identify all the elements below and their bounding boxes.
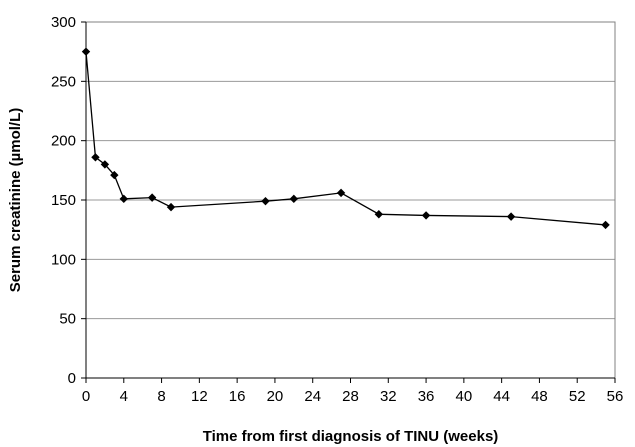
x-axis-title: Time from first diagnosis of TINU (weeks…: [203, 428, 499, 445]
x-tick-label: 56: [607, 388, 624, 405]
y-tick-label: 250: [51, 73, 76, 90]
x-tick-label: 4: [120, 388, 128, 405]
y-axis-title: Serum creatinine (µmol/L): [7, 108, 24, 293]
x-tick-label: 16: [229, 388, 246, 405]
y-tick-label: 300: [51, 14, 76, 31]
axes: [81, 21, 616, 383]
x-tick-label: 40: [456, 388, 473, 405]
data-point-marker: [100, 160, 110, 169]
x-tick-label: 20: [267, 388, 284, 405]
y-tick-label: 50: [59, 311, 76, 328]
data-series: [81, 47, 610, 230]
x-tick-label: 28: [342, 388, 359, 405]
x-tick-label: 24: [304, 388, 321, 405]
gridlines: [86, 21, 615, 320]
y-tick-labels: 0 50 100 150 200 250 300: [51, 14, 76, 387]
data-point-marker: [421, 211, 431, 220]
series-line: [85, 51, 606, 226]
data-point-marker: [91, 153, 100, 162]
x-tick-label: 32: [380, 388, 397, 405]
data-point-marker: [119, 194, 128, 204]
data-point-marker: [289, 194, 299, 204]
x-tick-labels: 0 4 8 12 16 20 24 28 32 36 40 44 48 52 56: [82, 388, 624, 405]
data-point-marker: [166, 202, 176, 212]
x-tick-label: 8: [157, 388, 165, 405]
data-point-marker: [336, 188, 346, 198]
data-point-marker: [81, 47, 91, 56]
data-point-marker: [261, 196, 270, 206]
x-tick-label: 44: [493, 388, 510, 405]
y-tick-label: 100: [51, 251, 76, 268]
data-point-marker: [601, 220, 610, 230]
data-point-marker: [147, 193, 157, 202]
y-tick-label: 150: [51, 192, 76, 209]
data-point-marker: [506, 212, 516, 221]
data-point-marker: [110, 170, 119, 180]
y-tick-label: 0: [68, 370, 76, 387]
x-tick-label: 0: [82, 388, 90, 405]
x-tick-label: 52: [569, 388, 586, 405]
data-point-marker: [374, 210, 384, 219]
y-tick-label: 200: [51, 133, 76, 150]
x-tick-label: 12: [191, 388, 208, 405]
x-tick-label: 36: [418, 388, 435, 405]
x-tick-label: 48: [531, 388, 548, 405]
